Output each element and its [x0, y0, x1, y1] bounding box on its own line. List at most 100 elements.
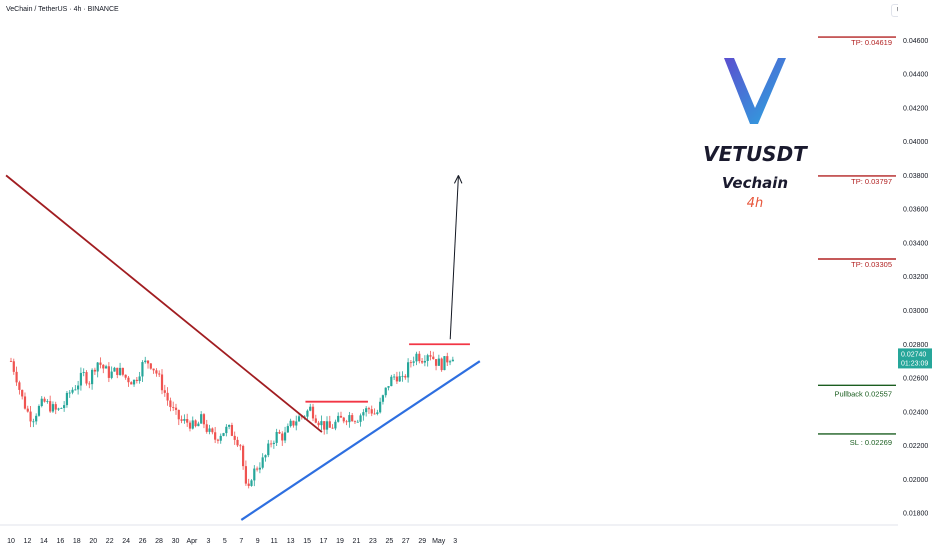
candle-body: [264, 455, 267, 458]
candle-body: [362, 412, 365, 416]
candle-body: [395, 376, 399, 382]
price-tick-label: 0.04600: [903, 38, 928, 45]
target-level-label: TP: 0.03305: [851, 260, 892, 269]
candle-body: [85, 372, 88, 384]
candle-body: [60, 408, 63, 409]
time-tick-label: 3: [453, 538, 457, 545]
candle-body: [15, 371, 18, 383]
candle-body: [242, 445, 245, 467]
candle-body: [323, 421, 326, 430]
time-tick-label: 10: [7, 538, 15, 545]
candle-body: [32, 421, 35, 423]
candle-body: [219, 435, 222, 441]
candle-body: [278, 431, 281, 434]
candle-body: [281, 433, 284, 441]
candle-body: [384, 387, 387, 396]
price-tick-label: 0.03400: [903, 240, 928, 247]
candle-body: [423, 360, 426, 363]
price-tick-label: 0.02600: [903, 376, 928, 383]
candle-body: [90, 369, 94, 385]
time-tick-label: 13: [287, 538, 295, 545]
candle-body: [443, 356, 446, 371]
uptrend-line: [240, 360, 481, 521]
vechain-logo-icon: [724, 58, 786, 124]
brand-block: VETUSDT Vechain 4h: [690, 56, 820, 211]
time-tick-label: May: [432, 538, 446, 545]
candle-body: [121, 367, 124, 375]
candle-body: [194, 420, 197, 427]
candle-body: [275, 431, 278, 443]
candle-body: [314, 418, 317, 423]
current-price-tag: [898, 348, 932, 369]
time-axis: 10 12 14 16 18 20 22 24 26 28 30 Apr 3 5 7 9 11 13 15 17 19 2…: [0, 524, 898, 545]
price-tick-label: 0.01800: [903, 511, 928, 518]
price-tick-label: 0.02400: [903, 409, 928, 416]
candle-body: [311, 406, 315, 419]
candle-body: [351, 415, 354, 422]
candle-body: [158, 373, 161, 375]
candle-body: [233, 435, 236, 440]
candle-body: [29, 411, 32, 422]
time-tick-label: 27: [402, 538, 410, 545]
candle-body: [328, 421, 331, 428]
time-tick-label: Apr: [186, 538, 198, 545]
candle-body: [451, 359, 454, 362]
time-tick-label: 22: [106, 538, 114, 545]
candle-body: [365, 408, 368, 413]
candle-body: [356, 421, 359, 423]
candle-body: [317, 422, 320, 426]
candle-body: [96, 362, 99, 372]
candle-body: [448, 361, 452, 363]
time-tick-label: 30: [172, 538, 180, 545]
candle-body: [79, 372, 83, 386]
candle-body: [166, 392, 169, 401]
price-tick-label: 0.03600: [903, 207, 928, 214]
candle-body: [146, 360, 150, 364]
candle-body: [236, 439, 239, 446]
price-tick-label: 0.04200: [903, 105, 928, 112]
candle-body: [420, 361, 424, 363]
time-tick-label: 17: [320, 538, 328, 545]
candle-body: [200, 414, 203, 424]
candlestick-series: [9, 350, 454, 489]
candle-body: [359, 415, 362, 422]
target-level-label: TP: 0.03797: [851, 177, 892, 186]
candle-body: [286, 426, 289, 433]
brand-timeframe: 4h: [746, 196, 764, 211]
candle-body: [43, 398, 46, 402]
candle-body: [393, 376, 396, 378]
candle-body: [261, 457, 264, 468]
candle-body: [306, 410, 309, 417]
candle-body: [177, 409, 180, 420]
candle-body: [124, 374, 127, 378]
brand-symbol: VETUSDT: [703, 142, 807, 166]
chart-drawings: TP: 0.04619 TP: 0.03797 TP: 0.03305 Pullbac…: [5, 36, 896, 521]
price-tick-label: 0.03200: [903, 274, 928, 281]
candle-body: [228, 425, 231, 427]
time-tick-label: 12: [24, 538, 32, 545]
projection-arrowhead: [453, 175, 463, 184]
price-tick-label: 0.02200: [903, 443, 928, 450]
candle-body: [118, 367, 122, 375]
candle-body: [188, 422, 192, 429]
candle-body: [205, 424, 208, 432]
target-level-label: TP: 0.04619: [851, 38, 892, 47]
candle-body: [398, 376, 401, 382]
candle-body: [331, 427, 334, 429]
candle-body: [208, 428, 211, 432]
price-axis-background: [898, 0, 932, 550]
candle-body: [40, 398, 43, 407]
candle-body: [132, 379, 136, 385]
candle-body: [247, 483, 250, 486]
candle-body: [387, 386, 390, 388]
candle-body: [426, 355, 429, 361]
candle-body: [102, 364, 105, 369]
candle-body: [141, 362, 144, 377]
candle-body: [21, 389, 24, 397]
candle-body: [225, 426, 228, 434]
candle-body: [191, 420, 194, 429]
candle-body: [99, 362, 102, 365]
candle-body: [407, 362, 410, 378]
price-tick-label: 0.04400: [903, 72, 928, 79]
